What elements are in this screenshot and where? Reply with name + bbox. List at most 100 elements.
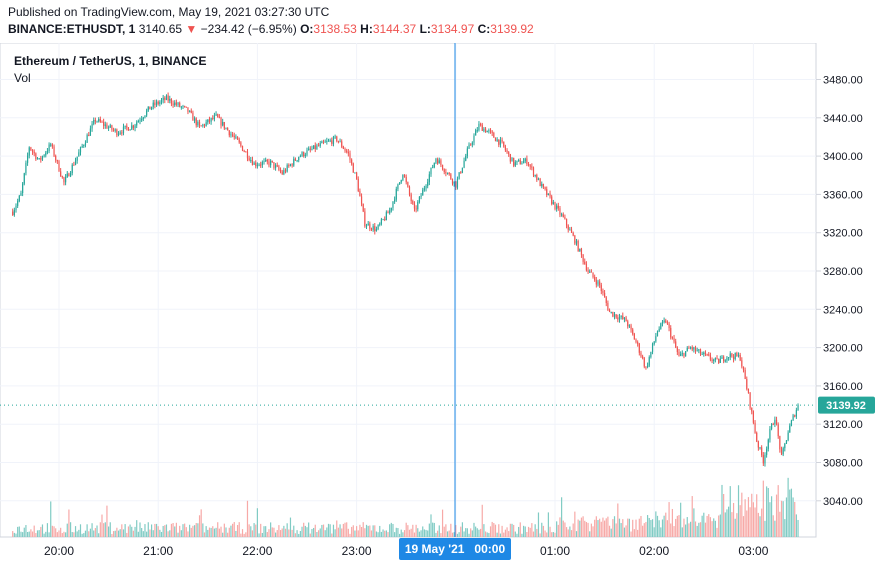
time-axis[interactable]: 20:00 21:00 22:00 23:00 01:00 02:00 03:00 bbox=[44, 544, 769, 558]
chart-area[interactable]: 3480.00 3440.00 3400.00 3360.00 3320.00 3280.… bbox=[0, 42, 886, 572]
candle-body bbox=[764, 454, 766, 464]
candle-body bbox=[308, 148, 310, 151]
volume-bar bbox=[175, 522, 177, 537]
y-tick-label: 3040.00 bbox=[823, 496, 863, 508]
ohlc-line: BINANCE:ETHUSDT, 1 3140.65 ▼ −234.42 (−6… bbox=[8, 22, 534, 36]
volume-bar bbox=[228, 527, 230, 537]
volume-bar bbox=[483, 524, 485, 537]
volume-bar bbox=[205, 526, 207, 537]
volume-bar bbox=[633, 529, 635, 537]
candles bbox=[12, 92, 799, 467]
candle-body bbox=[618, 317, 621, 320]
candle-body bbox=[356, 172, 358, 179]
volume-bar bbox=[344, 522, 346, 537]
volume-bar bbox=[294, 533, 297, 537]
candle-body bbox=[81, 146, 83, 148]
volume-bar bbox=[777, 485, 779, 537]
candle-body bbox=[341, 141, 343, 147]
candle-body bbox=[180, 106, 182, 108]
candle-body bbox=[309, 148, 311, 150]
volume-bar bbox=[542, 525, 545, 537]
volume-bar bbox=[276, 530, 278, 537]
candle-body bbox=[193, 118, 196, 121]
candle-body bbox=[235, 136, 237, 138]
volume-bar bbox=[561, 497, 563, 537]
volume-bar bbox=[132, 530, 134, 537]
volume-bar bbox=[26, 531, 29, 537]
y-tick-label: 3080.00 bbox=[823, 458, 863, 470]
candle-body bbox=[326, 141, 328, 143]
candle-body bbox=[198, 121, 201, 126]
price-axis[interactable]: 3480.00 3440.00 3400.00 3360.00 3320.00 3280.… bbox=[816, 75, 863, 508]
candle-body bbox=[20, 193, 22, 196]
volume-bar bbox=[13, 532, 15, 537]
candle-body bbox=[686, 347, 688, 352]
volume-bar bbox=[529, 527, 531, 537]
volume-bar bbox=[613, 516, 616, 537]
candle-body bbox=[274, 165, 277, 168]
volume-bar bbox=[572, 523, 574, 537]
candle-body bbox=[351, 159, 353, 164]
y-tick-label: 3120.00 bbox=[823, 419, 863, 431]
volume-bar bbox=[99, 522, 101, 537]
volume-bar bbox=[732, 502, 735, 537]
candle-body bbox=[147, 106, 149, 111]
last-price-badge: 3139.92 bbox=[818, 396, 875, 414]
candle-body bbox=[468, 144, 470, 149]
candle-body bbox=[739, 354, 741, 361]
volume-bar bbox=[225, 527, 227, 537]
volume-bar bbox=[180, 530, 182, 537]
volume-bar bbox=[640, 515, 642, 537]
candle-body bbox=[218, 117, 220, 119]
candle-body bbox=[792, 415, 794, 421]
volume-bar bbox=[207, 529, 209, 537]
volume-bar bbox=[251, 530, 254, 537]
volume-bar bbox=[602, 517, 604, 537]
volume-bar bbox=[714, 520, 716, 537]
volume-bar bbox=[367, 525, 369, 537]
candle-body bbox=[516, 160, 518, 163]
volume-bar bbox=[261, 532, 263, 537]
candle-body bbox=[410, 194, 412, 202]
candle-body bbox=[608, 309, 611, 312]
candle-body bbox=[66, 173, 68, 178]
volume-bar bbox=[689, 521, 692, 537]
volume-bar bbox=[157, 526, 159, 537]
candle-body bbox=[284, 170, 287, 172]
candle-body bbox=[93, 120, 95, 124]
candle-body bbox=[25, 162, 27, 174]
volume-bar bbox=[322, 524, 325, 537]
volume-bar bbox=[187, 531, 189, 537]
candle-body bbox=[131, 125, 133, 130]
volume-bar bbox=[104, 522, 106, 537]
candle-body bbox=[440, 160, 442, 165]
volume-bar bbox=[513, 524, 515, 537]
candle-body bbox=[506, 150, 508, 153]
candle-body bbox=[40, 158, 42, 160]
volume-bar bbox=[747, 497, 750, 537]
candle-body bbox=[489, 130, 492, 132]
volume-bar bbox=[215, 527, 217, 537]
candle-body bbox=[208, 119, 211, 122]
candle-body bbox=[382, 219, 384, 221]
volume-bar bbox=[456, 533, 459, 537]
candle-body bbox=[747, 388, 750, 393]
volume-bar bbox=[260, 523, 262, 537]
candle-body bbox=[499, 139, 502, 145]
candle-body bbox=[91, 123, 93, 129]
candle-body bbox=[98, 119, 100, 122]
candle-body bbox=[504, 146, 506, 151]
candle-body bbox=[160, 100, 163, 103]
candle-body bbox=[797, 405, 799, 410]
price-chart-svg[interactable]: 3480.00 3440.00 3400.00 3360.00 3320.00 3280.… bbox=[0, 42, 886, 572]
candle-body bbox=[332, 136, 335, 144]
candle-body bbox=[749, 392, 751, 408]
volume-bar bbox=[780, 500, 783, 537]
volume-bar bbox=[797, 519, 799, 537]
crosshair-time-text: 19 May '21 00:00 bbox=[405, 542, 506, 556]
candle-body bbox=[124, 125, 126, 127]
candle-body bbox=[536, 174, 538, 180]
volume-bar bbox=[453, 532, 455, 537]
volume-bar bbox=[726, 509, 728, 537]
volume-bar bbox=[313, 527, 315, 537]
